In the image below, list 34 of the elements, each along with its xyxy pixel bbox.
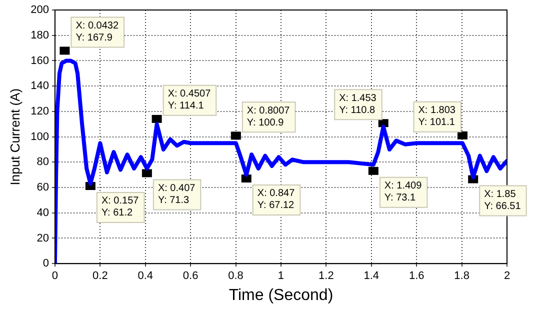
x-tick-label: 1.4 xyxy=(364,270,380,282)
x-tick-label: 0.2 xyxy=(92,270,108,282)
y-tick-label: 40 xyxy=(36,206,49,219)
annotation: X: 1.453 Y: 110.8 xyxy=(339,92,377,116)
x-tick-label: 2 xyxy=(504,270,510,282)
annotation: X: 1.409 Y: 73.1 xyxy=(384,180,422,204)
annotation: X: 1.85 Y: 66.51 xyxy=(484,189,522,212)
annotation: X: 0.157 Y: 61.2 xyxy=(101,196,140,219)
y-tick-label: 200 xyxy=(30,4,49,16)
annotation: X: 0.847 Y: 67.12 xyxy=(257,188,296,212)
y-tick-label: 20 xyxy=(36,232,49,244)
y-tick-label: 180 xyxy=(30,29,49,42)
y-tick-label: 0 xyxy=(42,258,49,270)
annotation: X: 0.407 Y: 71.3 xyxy=(158,182,196,206)
x-axis-title: Time (Second) xyxy=(228,286,334,304)
y-tick-label: 120 xyxy=(30,105,49,118)
annotation: X: 0.8007 Y: 100.9 xyxy=(246,105,290,128)
y-tick-label: 140 xyxy=(30,80,49,92)
y-tick-label: 160 xyxy=(30,54,49,67)
y-axis-title: Input Current (A) xyxy=(7,88,22,186)
y-tick-label: 60 xyxy=(36,182,49,194)
x-tick-label: 0.4 xyxy=(138,270,154,282)
x-tick-label: 1.2 xyxy=(318,270,334,282)
x-tick-label: 0.8 xyxy=(228,270,244,282)
x-tick-label: 1 xyxy=(278,270,284,282)
annotation: X: 0.0432 Y: 167.9 xyxy=(76,20,119,44)
x-tick-label: 0.6 xyxy=(182,270,198,282)
y-tick-label: 100 xyxy=(30,130,49,143)
x-tick-label: 1.8 xyxy=(454,270,470,282)
annotation: X: 1.803 Y: 101.1 xyxy=(418,105,456,128)
x-tick-label: 1.6 xyxy=(408,270,424,282)
annotation: X: 0.4507 Y: 114.1 xyxy=(168,88,212,112)
y-tick-label: 80 xyxy=(36,156,49,168)
x-tick-label: 0 xyxy=(52,270,58,282)
